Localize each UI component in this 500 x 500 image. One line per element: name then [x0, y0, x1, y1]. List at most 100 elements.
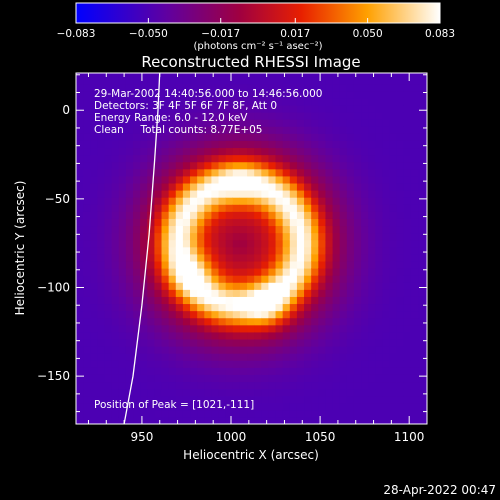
heatmap-cell — [261, 225, 270, 234]
heatmap-cell — [375, 331, 384, 340]
heatmap-cell — [361, 367, 369, 375]
heatmap-image — [76, 73, 427, 424]
heatmap-cell — [382, 260, 391, 269]
heatmap-cell — [118, 331, 127, 340]
heatmap-cell — [76, 360, 84, 368]
heatmap-cell — [247, 275, 255, 283]
heatmap-cell — [268, 331, 277, 340]
heatmap-cell — [190, 175, 198, 184]
heatmap-cell — [161, 360, 170, 368]
heatmap-cell — [104, 260, 113, 269]
heatmap-cell — [111, 282, 120, 290]
heatmap-cell — [268, 112, 277, 120]
heatmap-cell — [268, 90, 277, 99]
heatmap-cell — [318, 289, 327, 297]
heatmap-cell — [268, 133, 277, 141]
heatmap-cell — [268, 310, 277, 319]
heatmap-cell — [225, 416, 234, 424]
heatmap-cell — [296, 119, 305, 127]
heatmap-cell — [182, 268, 191, 276]
heatmap-cell — [182, 147, 191, 156]
heatmap-cell — [90, 381, 98, 390]
heatmap-cell — [282, 147, 291, 156]
heatmap-cell — [332, 218, 341, 227]
heatmap-cell — [118, 409, 127, 418]
heatmap-cell — [425, 282, 427, 290]
heatmap-cell — [325, 168, 334, 177]
heatmap-cell — [197, 225, 205, 234]
heatmap-cell — [368, 268, 376, 276]
heatmap-cell — [118, 190, 127, 198]
heatmap-cell — [125, 402, 134, 411]
heatmap-cell — [133, 197, 141, 205]
heatmap-cell — [396, 161, 405, 170]
heatmap-cell — [361, 73, 369, 78]
heatmap-cell — [232, 275, 241, 283]
heatmap-cell — [318, 83, 327, 92]
heatmap-cell — [76, 331, 84, 340]
heatmap-cell — [161, 253, 170, 262]
heatmap-cell — [197, 253, 205, 262]
heatmap-cell — [83, 268, 91, 276]
heatmap-cell — [425, 168, 427, 177]
heatmap-cell — [175, 260, 184, 269]
heatmap-cell — [425, 360, 427, 368]
heatmap-cell — [304, 168, 312, 177]
heatmap-cell — [190, 388, 198, 397]
heatmap-cell — [168, 90, 177, 99]
heatmap-cell — [175, 90, 184, 99]
heatmap-cell — [275, 161, 284, 170]
heatmap-cell — [282, 296, 291, 305]
heatmap-cell — [161, 353, 170, 361]
heatmap-cell — [211, 381, 220, 390]
heatmap-cell — [118, 246, 127, 255]
heatmap-cell — [232, 175, 241, 184]
heatmap-cell — [410, 154, 419, 163]
heatmap-cell — [83, 211, 91, 219]
heatmap-cell — [296, 83, 305, 92]
heatmap-cell — [218, 90, 227, 99]
heatmap-cell — [268, 76, 277, 85]
heatmap-cell — [346, 303, 355, 312]
heatmap-cell — [396, 289, 405, 297]
heatmap-cell — [418, 76, 426, 85]
heatmap-cell — [368, 310, 376, 319]
heatmap-cell — [218, 253, 227, 262]
heatmap-cell — [204, 119, 213, 127]
heatmap-cell — [261, 331, 270, 340]
heatmap-cell — [311, 338, 319, 347]
heatmap-cell — [389, 175, 398, 184]
heatmap-cell — [275, 218, 284, 227]
heatmap-cell — [118, 282, 127, 290]
heatmap-cell — [361, 346, 369, 354]
heatmap-cell — [232, 338, 241, 347]
heatmap-cell — [396, 388, 405, 397]
heatmap-cell — [254, 154, 262, 163]
heatmap-cell — [111, 268, 120, 276]
heatmap-cell — [346, 104, 355, 113]
heatmap-cell — [275, 395, 284, 404]
heatmap-cell — [118, 296, 127, 305]
heatmap-cell — [289, 268, 298, 276]
heatmap-cell — [111, 133, 120, 141]
heatmap-cell — [247, 310, 255, 319]
heatmap-cell — [410, 218, 419, 227]
heatmap-cell — [353, 140, 362, 149]
heatmap-cell — [353, 197, 362, 205]
heatmap-cell — [133, 133, 141, 141]
heatmap-cell — [247, 381, 255, 390]
heatmap-cell — [154, 83, 163, 92]
heatmap-cell — [254, 282, 262, 290]
heatmap-cell — [83, 76, 91, 85]
heatmap-cell — [403, 374, 412, 383]
heatmap-cell — [83, 338, 91, 347]
heatmap-cell — [311, 253, 319, 262]
heatmap-cell — [225, 367, 234, 375]
heatmap-cell — [418, 119, 426, 127]
heatmap-cell — [254, 367, 262, 375]
heatmap-cell — [403, 90, 412, 99]
heatmap-cell — [275, 275, 284, 283]
heatmap-cell — [425, 204, 427, 212]
heatmap-cell — [289, 239, 298, 248]
heatmap-cell — [247, 232, 255, 241]
